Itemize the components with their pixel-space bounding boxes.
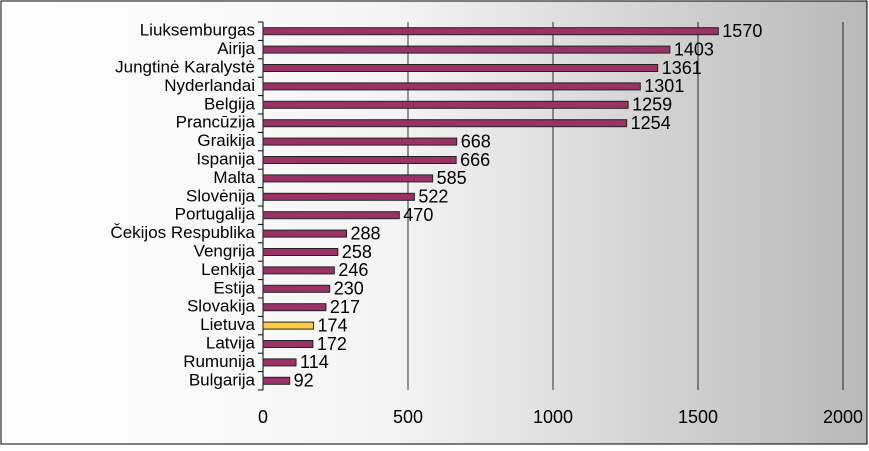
y-tick-label: Malta — [213, 168, 255, 187]
bar — [262, 156, 457, 164]
y-tick-label: Nyderlandai — [164, 76, 255, 95]
bar — [262, 82, 641, 91]
value-label: 522 — [418, 187, 448, 207]
bar — [262, 192, 415, 201]
y-tick-label: Lietuva — [200, 315, 255, 334]
y-tick-label: Ispanija — [196, 149, 255, 168]
value-label: 217 — [330, 297, 360, 317]
bar — [262, 174, 434, 183]
bar — [262, 303, 327, 312]
value-label: 288 — [351, 223, 381, 243]
value-label: 585 — [437, 168, 467, 188]
y-tick-label: Liuksemburgas — [140, 21, 255, 40]
value-label: 668 — [461, 131, 491, 151]
bar — [262, 64, 659, 72]
bar — [262, 27, 719, 36]
bar — [262, 358, 297, 367]
y-tick-label: Prancūzija — [176, 113, 256, 132]
y-tick-label: Belgija — [204, 94, 256, 113]
y-tick-label: Bulgarija — [189, 370, 256, 389]
value-label: 92 — [294, 371, 314, 391]
bar — [262, 211, 400, 220]
value-label: 230 — [334, 279, 364, 299]
y-tick-label: Lenkija — [201, 260, 255, 279]
value-label: 470 — [403, 205, 433, 225]
bar — [262, 100, 629, 109]
value-label: 1403 — [674, 39, 714, 59]
bar — [262, 119, 628, 128]
bar — [262, 248, 339, 256]
bar — [262, 321, 314, 330]
bar — [262, 137, 458, 146]
y-tick-label: Jungtinė Karalystė — [115, 57, 255, 76]
value-label: 258 — [342, 242, 372, 262]
y-tick-label: Rumunija — [183, 352, 255, 371]
y-tick-label: Latvija — [206, 333, 256, 352]
bar — [262, 340, 314, 348]
bar — [262, 229, 348, 238]
value-label: 172 — [317, 334, 347, 354]
bar — [262, 284, 331, 293]
y-tick-label: Čekijos Respublika — [110, 223, 255, 242]
value-label: 1361 — [662, 58, 702, 78]
y-tick-label: Slovėnija — [186, 186, 256, 205]
y-tick-label: Slovakija — [187, 297, 256, 316]
value-label: 666 — [460, 150, 490, 170]
value-label: 1301 — [644, 76, 684, 96]
x-tick-label: 2000 — [823, 407, 863, 427]
x-tick-label: 1000 — [533, 407, 573, 427]
value-label: 1254 — [631, 113, 671, 133]
bar — [262, 45, 671, 54]
value-label: 1570 — [722, 21, 762, 41]
y-tick-label: Airija — [217, 39, 255, 58]
value-label: 246 — [338, 260, 368, 280]
value-label: 174 — [317, 315, 347, 335]
value-label: 1259 — [632, 95, 672, 115]
x-tick-label: 1500 — [678, 407, 718, 427]
bar — [262, 376, 291, 385]
x-tick-label: 0 — [258, 407, 268, 427]
bar — [262, 266, 335, 275]
y-tick-label: Graikija — [197, 131, 255, 150]
y-tick-label: Estija — [213, 278, 255, 297]
y-tick-label: Portugalija — [175, 205, 256, 224]
x-tick-label: 500 — [393, 407, 423, 427]
value-label: 114 — [300, 352, 329, 372]
y-tick-label: Vengrija — [194, 241, 256, 260]
